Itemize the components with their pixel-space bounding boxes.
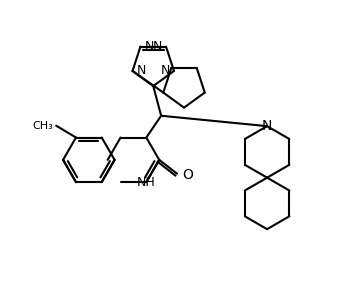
Text: N: N <box>262 119 272 133</box>
Text: N: N <box>145 40 154 53</box>
Text: NH: NH <box>137 176 156 189</box>
Text: N: N <box>153 40 162 53</box>
Text: CH₃: CH₃ <box>33 121 53 131</box>
Text: N: N <box>136 64 146 78</box>
Text: N: N <box>161 64 170 78</box>
Text: O: O <box>182 168 193 182</box>
